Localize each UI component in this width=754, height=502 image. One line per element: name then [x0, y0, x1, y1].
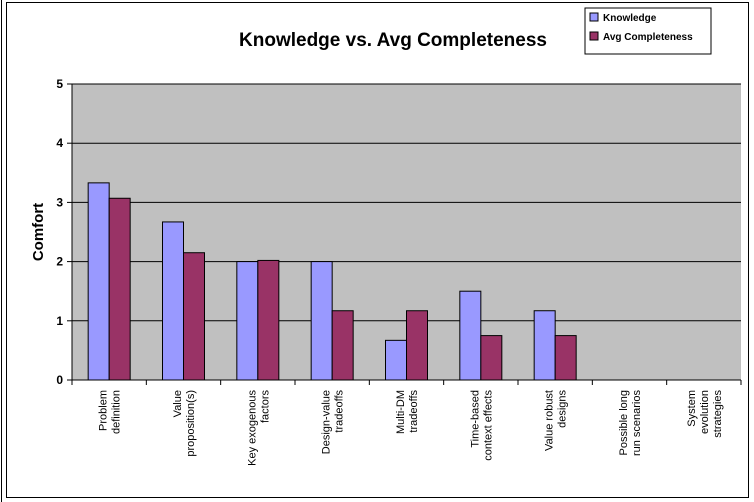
legend: Knowledge Avg Completeness — [584, 7, 712, 55]
x-category-label-line: System — [686, 390, 698, 427]
x-category-label-line: Value robust — [544, 390, 556, 451]
y-tick-label: 1 — [56, 314, 63, 328]
y-tick-label: 4 — [56, 136, 63, 150]
x-category-label-line: Time-based — [469, 390, 481, 448]
x-category-label: Time-based context effects — [469, 390, 494, 461]
outer-left-border — [1, 0, 2, 502]
x-category-label-line: factors — [259, 390, 271, 424]
bar-knowledge — [385, 339, 407, 381]
legend-swatch-avg-completeness — [589, 31, 599, 41]
x-category-label: System evolution strategies — [686, 390, 724, 438]
bar-avg-completeness — [480, 335, 503, 381]
x-category-label: Value robust designs — [544, 390, 569, 451]
legend-label-knowledge: Knowledge — [603, 13, 657, 24]
y-tick-label: 5 — [56, 77, 63, 91]
y-tick-label: 0 — [56, 373, 63, 387]
x-category-label-line: Multi-DM — [395, 390, 407, 434]
bar-avg-completeness — [108, 197, 131, 381]
x-category-label: Multi-DM tradeoffs — [395, 390, 420, 434]
x-category-label-line: context effects — [482, 390, 494, 461]
bar-avg-completeness — [257, 259, 280, 381]
x-category-label-line: tradeoffs — [334, 390, 346, 433]
x-category-label-line: definition — [111, 390, 123, 434]
legend-box — [584, 7, 712, 55]
bar-avg-completeness — [331, 310, 354, 381]
x-category-label-line: proposition(s) — [185, 390, 197, 457]
bar-avg-completeness — [554, 335, 577, 381]
x-category-label: Problem definition — [98, 390, 123, 434]
x-category-label: Key exogenous factors — [246, 390, 271, 466]
x-category-label-line: tradeoffs — [408, 390, 420, 433]
x-category-label: Possible long run scenarios — [618, 390, 643, 457]
x-category-label-line: Problem — [98, 390, 110, 431]
y-tick-label: 2 — [56, 255, 63, 269]
legend-swatch-knowledge — [589, 12, 599, 22]
x-category-label: Value proposition(s) — [172, 390, 197, 457]
bar-avg-completeness — [406, 310, 428, 381]
x-category-label: Design-value tradeoffs — [321, 390, 346, 455]
chart-title: Knowledge vs. Avg Completeness — [239, 30, 547, 51]
plot-area: 0 1 2 3 4 5 Problem definition Value proposition(… — [56, 77, 742, 466]
bar-knowledge — [162, 221, 184, 381]
bar-knowledge — [459, 290, 482, 381]
bar-knowledge — [533, 310, 556, 381]
x-category-label-line: run scenarios — [631, 390, 643, 457]
x-category-label-line: strategies — [712, 390, 724, 438]
legend-label-avg-completeness: Avg Completeness — [603, 32, 693, 43]
bar-knowledge — [87, 182, 110, 381]
x-category-label-line: evolution — [699, 390, 711, 434]
x-category-label-line: Design-value — [321, 390, 333, 454]
x-category-label-line: Possible long — [618, 390, 630, 455]
x-category-label-line: Key exogenous — [246, 390, 258, 466]
bar-avg-completeness — [183, 252, 205, 381]
x-category-label-line: designs — [557, 390, 569, 428]
y-tick-label: 3 — [56, 195, 63, 209]
bar-knowledge — [310, 261, 333, 381]
y-axis-label: Comfort — [30, 203, 47, 261]
bar-knowledge — [236, 261, 259, 381]
x-category-label-line: Value — [172, 390, 184, 417]
